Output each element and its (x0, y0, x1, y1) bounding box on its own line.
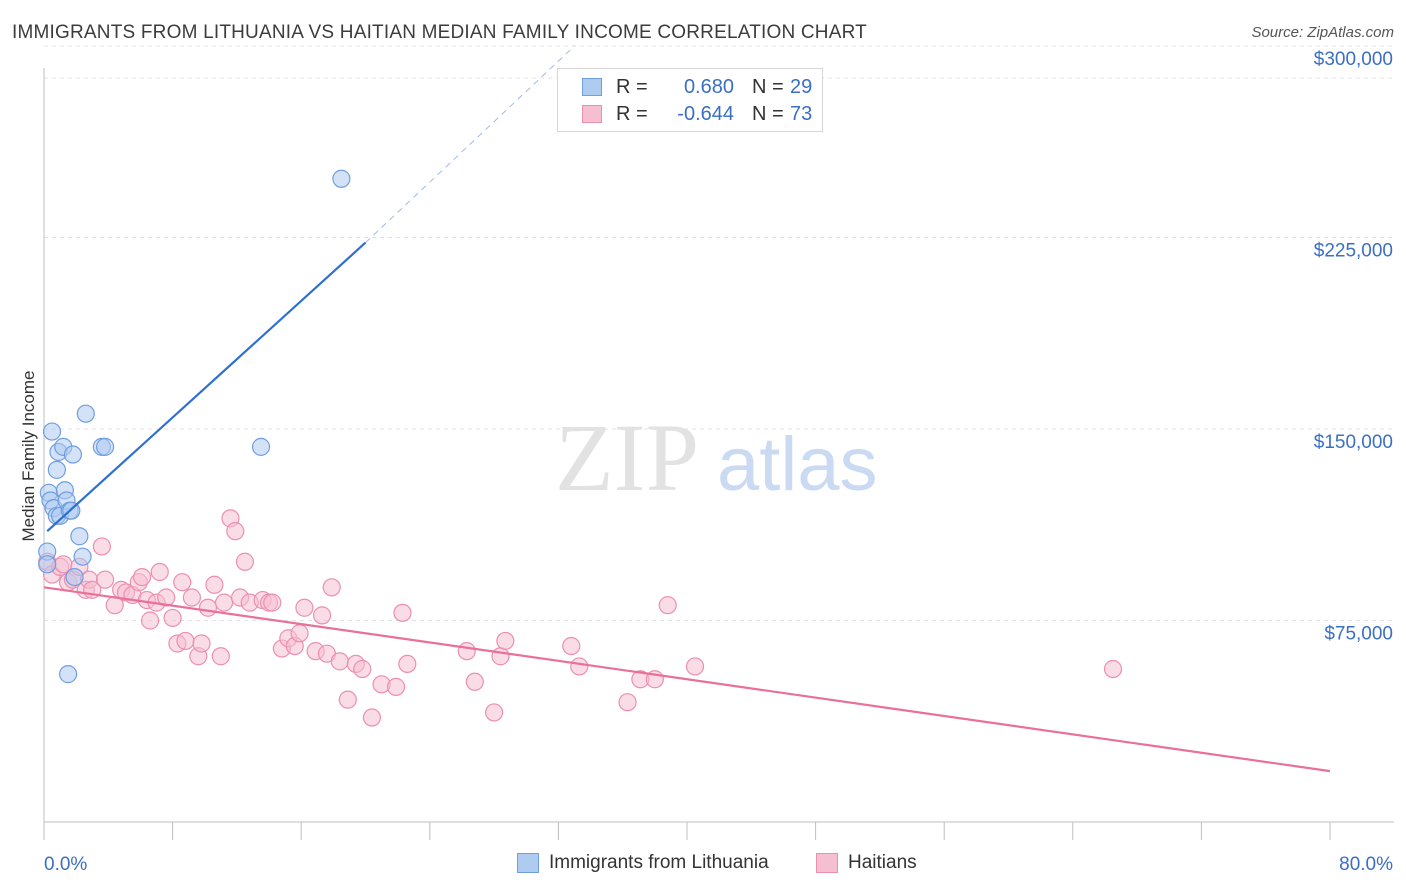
grid-lines (44, 45, 1394, 621)
haitians-point (157, 588, 176, 607)
haitians-point (322, 578, 341, 597)
legend-n-value: 29 (790, 75, 813, 98)
haitians-point (235, 552, 255, 571)
haitians-point (211, 647, 230, 666)
lithuania-point (76, 404, 95, 423)
legend-r-value: 0.680 (683, 75, 734, 98)
haitians-point (1103, 659, 1123, 679)
axes (43, 68, 1394, 840)
haitians-point (214, 593, 234, 612)
x-tick-labels: 0.0% 80.0% (44, 854, 1393, 875)
haitians-point (192, 634, 211, 653)
haitians-point (330, 652, 349, 671)
haitians-point (290, 624, 309, 643)
lithuania-point (38, 555, 57, 574)
lithuania-point (73, 547, 92, 566)
lithuania-point (332, 169, 351, 188)
lithuania-point (95, 437, 115, 456)
haitians-point (295, 598, 314, 617)
chart-title: IMMIGRANTS FROM LITHUANIA VS HAITIAN MED… (12, 22, 867, 43)
lithuania-point (47, 460, 66, 479)
haitians-point (562, 636, 581, 656)
haitians-point (618, 693, 637, 712)
legend-swatch-blue (582, 78, 602, 96)
bottom-legend-haitians: Haitians (816, 852, 917, 874)
haitians-points (38, 509, 1123, 727)
y-tick-label: $75,000 (1324, 624, 1393, 645)
haitians-point (226, 522, 245, 541)
watermark: ZIP atlas (555, 404, 878, 511)
haitians-point (685, 657, 705, 676)
y-tick-label: $150,000 (1314, 432, 1393, 453)
haitians-point (658, 596, 677, 615)
lithuania-point (63, 445, 83, 464)
correlation-legend: R = 0.680 N = 29 R = -0.644 N = 73 (557, 68, 823, 132)
haitians-point (263, 593, 282, 612)
haitians-point (205, 575, 224, 594)
y-axis-title: Median Family Income (19, 370, 38, 541)
chart-source: Source: ZipAtlas.com (1251, 24, 1394, 41)
haitians-point (386, 677, 406, 696)
haitians-point (95, 570, 115, 589)
haitians-point (150, 562, 169, 582)
legend-r-label: R = (616, 75, 648, 98)
haitians-point (176, 631, 195, 651)
bottom-legend-lithuania: Immigrants from Lithuania (517, 852, 769, 874)
legend-row-lithuania: R = 0.680 N = 29 (582, 75, 812, 99)
lithuania-point (65, 567, 84, 587)
lithuania-point (251, 437, 271, 456)
trend-lines (43, 45, 1331, 773)
haitians-point (198, 598, 218, 617)
haitians-point (491, 647, 510, 666)
haitians-point (570, 657, 589, 676)
x-tick-label: 0.0% (44, 854, 87, 875)
legend-n-value: 73 (790, 102, 813, 125)
haitians-point (132, 567, 152, 587)
haitians-point (312, 606, 332, 625)
lithuania-trend-extension (365, 45, 575, 243)
haitians-trend-line (43, 586, 1331, 773)
legend-r-label: R = (616, 102, 648, 125)
haitians-point (140, 611, 160, 630)
haitians-point (182, 588, 201, 607)
bottom-legend-swatch-blue (517, 853, 539, 873)
haitians-point (496, 631, 515, 651)
legend-n-label: N = (752, 102, 784, 125)
haitians-point (393, 603, 412, 622)
watermark-zip: ZIP (555, 404, 699, 511)
lithuania-trend-line (46, 241, 367, 532)
bottom-legend-swatch-pink (816, 853, 838, 873)
x-tick-label: 80.0% (1339, 854, 1393, 875)
bottom-legend-label: Immigrants from Lithuania (549, 852, 769, 873)
haitians-point (338, 690, 357, 709)
y-tick-label: $300,000 (1314, 49, 1393, 70)
bottom-legend-label: Haitians (848, 852, 917, 873)
legend-r-value: -0.644 (677, 102, 734, 125)
haitians-point (163, 608, 182, 628)
legend-row-haitians: R = -0.644 N = 73 (582, 102, 812, 126)
haitians-point (353, 659, 372, 679)
haitians-point (398, 654, 417, 674)
lithuania-point (42, 422, 62, 441)
y-tick-labels: $75,000 $150,000 $225,000 $300,000 (1314, 49, 1393, 645)
lithuania-points (38, 169, 351, 684)
lithuania-point (59, 665, 78, 684)
legend-swatch-pink (582, 105, 602, 123)
haitians-point (92, 537, 111, 556)
y-tick-label: $225,000 (1314, 241, 1393, 262)
haitians-point (457, 642, 476, 661)
haitians-point (485, 703, 504, 722)
watermark-atlas: atlas (717, 422, 878, 507)
haitians-point (173, 573, 192, 592)
haitians-point (362, 708, 382, 727)
haitians-point (465, 672, 484, 691)
legend-n-label: N = (752, 75, 784, 98)
lithuania-point (70, 527, 89, 546)
